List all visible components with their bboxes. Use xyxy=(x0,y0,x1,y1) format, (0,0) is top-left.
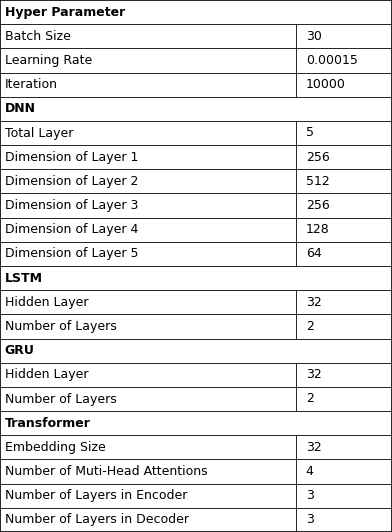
Text: Hidden Layer: Hidden Layer xyxy=(5,296,88,309)
Text: 32: 32 xyxy=(306,368,321,381)
Text: DNN: DNN xyxy=(5,102,36,115)
Text: Learning Rate: Learning Rate xyxy=(5,54,92,67)
Text: Hyper Parameter: Hyper Parameter xyxy=(5,6,125,19)
Text: Dimension of Layer 1: Dimension of Layer 1 xyxy=(5,151,138,164)
Text: 2: 2 xyxy=(306,393,314,405)
Text: Number of Layers in Encoder: Number of Layers in Encoder xyxy=(5,489,187,502)
Text: Embedding Size: Embedding Size xyxy=(5,441,105,454)
Text: 3: 3 xyxy=(306,489,314,502)
Text: Number of Layers in Decoder: Number of Layers in Decoder xyxy=(5,513,189,526)
Text: Hidden Layer: Hidden Layer xyxy=(5,368,88,381)
Text: Number of Layers: Number of Layers xyxy=(5,393,116,405)
Text: Total Layer: Total Layer xyxy=(5,127,73,139)
Text: 512: 512 xyxy=(306,175,330,188)
Text: 2: 2 xyxy=(306,320,314,333)
Text: 3: 3 xyxy=(306,513,314,526)
Text: Transformer: Transformer xyxy=(5,417,91,430)
Text: Number of Muti-Head Attentions: Number of Muti-Head Attentions xyxy=(5,465,207,478)
Text: Number of Layers: Number of Layers xyxy=(5,320,116,333)
Text: 30: 30 xyxy=(306,30,321,43)
Text: 32: 32 xyxy=(306,296,321,309)
Text: Batch Size: Batch Size xyxy=(5,30,71,43)
Text: 32: 32 xyxy=(306,441,321,454)
Text: LSTM: LSTM xyxy=(5,272,43,285)
Text: 64: 64 xyxy=(306,247,321,260)
Text: Dimension of Layer 5: Dimension of Layer 5 xyxy=(5,247,138,260)
Text: 4: 4 xyxy=(306,465,314,478)
Text: Dimension of Layer 4: Dimension of Layer 4 xyxy=(5,223,138,236)
Text: Iteration: Iteration xyxy=(5,78,58,91)
Text: 256: 256 xyxy=(306,151,330,164)
Text: GRU: GRU xyxy=(5,344,34,357)
Text: 10000: 10000 xyxy=(306,78,346,91)
Text: Dimension of Layer 2: Dimension of Layer 2 xyxy=(5,175,138,188)
Text: 5: 5 xyxy=(306,127,314,139)
Text: Dimension of Layer 3: Dimension of Layer 3 xyxy=(5,199,138,212)
Text: 0.00015: 0.00015 xyxy=(306,54,358,67)
Text: 256: 256 xyxy=(306,199,330,212)
Text: 128: 128 xyxy=(306,223,330,236)
